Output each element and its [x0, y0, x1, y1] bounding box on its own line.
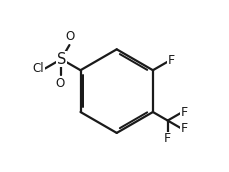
Text: F: F — [167, 54, 174, 67]
Text: F: F — [180, 105, 187, 119]
Text: O: O — [55, 77, 64, 90]
Text: F: F — [180, 122, 187, 135]
Text: Cl: Cl — [33, 62, 44, 75]
Text: S: S — [56, 52, 66, 67]
Text: F: F — [164, 132, 171, 146]
Text: O: O — [65, 30, 75, 43]
